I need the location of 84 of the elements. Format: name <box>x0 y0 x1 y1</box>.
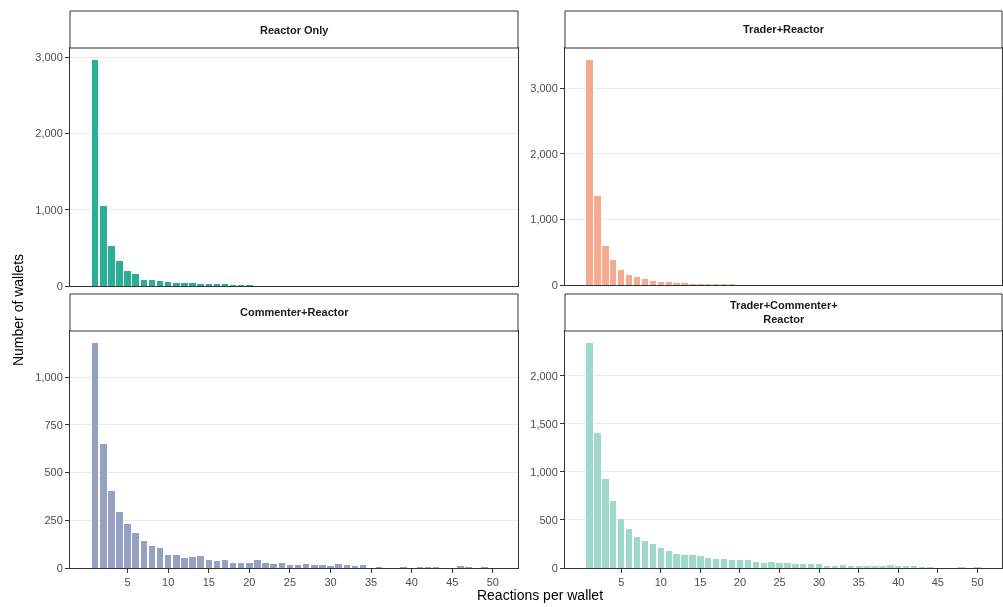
y-tick-label: 1,000 <box>35 370 63 383</box>
chart-title: Reactor Only <box>260 24 330 36</box>
bar <box>641 279 649 285</box>
y-tick-label: 2,000 <box>35 127 63 140</box>
x-tick-label: 20 <box>733 576 747 589</box>
bar <box>205 560 213 568</box>
bar <box>164 282 172 286</box>
y-tick-label: 0 <box>551 278 558 291</box>
x-tick-label: 45 <box>446 576 459 589</box>
y-tick-label: 500 <box>44 466 63 479</box>
y-tick-label: 500 <box>539 513 558 526</box>
bar <box>286 565 294 568</box>
x-tick-label: 40 <box>405 576 418 589</box>
x-tick-label: 45 <box>931 576 945 589</box>
bar <box>625 528 633 568</box>
y-axis-title: Number of wallets <box>10 253 26 367</box>
bar <box>91 60 99 286</box>
y-tick-label: 1,500 <box>530 417 558 430</box>
x-tick-label: 30 <box>324 576 337 589</box>
y-tick-label: 2,000 <box>530 147 558 160</box>
x-tick-label: 40 <box>892 576 905 589</box>
x-tick-label: 5 <box>618 576 625 589</box>
y-tick-label: 3,000 <box>530 81 558 94</box>
bar <box>728 560 736 568</box>
x-tick-label: 25 <box>283 576 297 589</box>
bar <box>744 560 752 568</box>
bar <box>713 559 720 568</box>
bar <box>164 554 172 568</box>
x-tick-label: 5 <box>124 576 131 589</box>
y-tick-label: 0 <box>551 561 558 574</box>
bar <box>156 547 164 568</box>
bar <box>633 277 641 285</box>
chart-title: Commenter+Reactor <box>240 306 350 318</box>
x-tick-label: 30 <box>812 576 826 589</box>
x-tick-label: 15 <box>202 576 215 589</box>
x-tick-label: 35 <box>364 576 378 589</box>
bar <box>633 537 641 568</box>
y-tick-label: 1,000 <box>35 203 63 216</box>
bar <box>140 541 148 568</box>
bar <box>359 565 367 568</box>
bar <box>148 546 156 568</box>
chart-title: Trader+Reactor <box>743 23 825 35</box>
bar <box>641 541 649 568</box>
bar <box>720 559 728 568</box>
y-tick-label: 0 <box>56 279 63 292</box>
bar <box>238 563 245 568</box>
bar <box>839 565 847 568</box>
bar <box>213 561 221 568</box>
y-tick-label: 1,000 <box>530 213 558 226</box>
y-tick-label: 2,000 <box>530 369 558 382</box>
x-tick-label: 20 <box>243 576 256 589</box>
x-axis-title: Reactions per wallet <box>476 587 604 603</box>
y-tick-label: 3,000 <box>35 51 63 63</box>
bar <box>815 564 823 568</box>
x-tick-label: 50 <box>971 576 984 589</box>
y-tick-label: 1,000 <box>530 465 558 478</box>
x-tick-label: 15 <box>694 576 707 589</box>
bar <box>229 563 237 568</box>
bar <box>657 547 664 568</box>
x-tick-label: 35 <box>852 576 865 589</box>
bar <box>618 518 625 568</box>
x-tick-label: 25 <box>773 576 786 589</box>
y-tick-label: 0 <box>56 561 63 574</box>
bar <box>148 279 156 286</box>
bar <box>736 560 744 568</box>
bar <box>752 562 759 568</box>
bar <box>302 564 310 568</box>
y-tick-label: 250 <box>44 514 63 527</box>
x-tick-label: 10 <box>654 576 667 589</box>
x-tick-label: 50 <box>486 576 499 589</box>
bar <box>294 565 302 568</box>
bar <box>343 565 350 568</box>
y-tick-label: 750 <box>44 418 63 431</box>
x-tick-label: 10 <box>162 576 175 589</box>
bar <box>808 564 815 568</box>
bar <box>221 560 229 568</box>
bar <box>649 543 657 568</box>
bar <box>625 275 633 285</box>
bar <box>649 281 657 285</box>
bar <box>278 563 286 568</box>
bar <box>140 279 148 286</box>
bar <box>618 269 625 285</box>
bar <box>91 342 99 568</box>
chart-title: Trader+Commenter+Reactor <box>730 299 838 326</box>
